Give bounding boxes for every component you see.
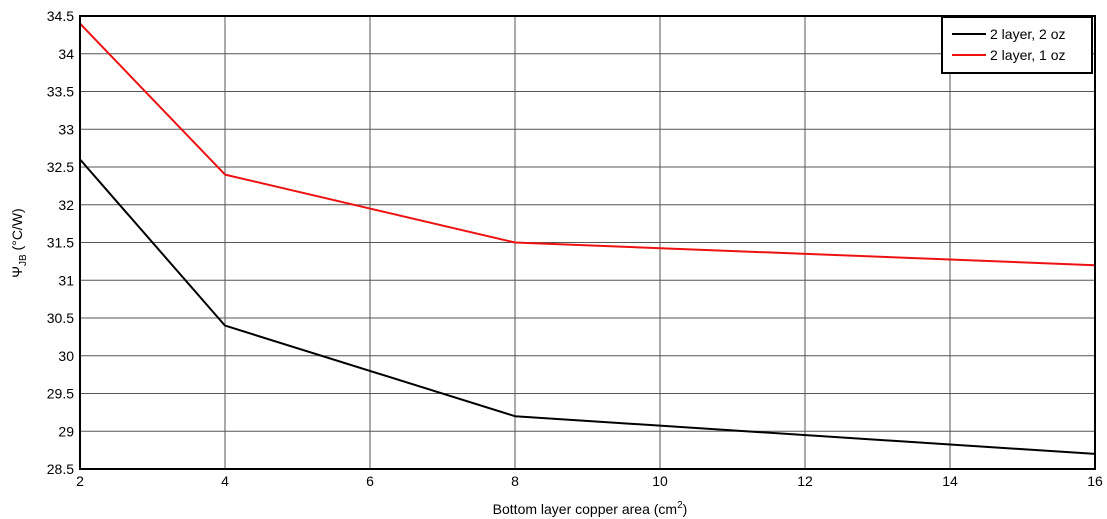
y-tick-label: 30	[58, 348, 74, 364]
y-tick-label: 31.5	[47, 235, 74, 251]
x-axis-ticks: 2 4 6 8 10 12 14 16	[76, 473, 1103, 489]
x-axis-title-main: Bottom layer copper area (cm	[493, 501, 677, 517]
x-tick-label: 14	[942, 473, 958, 489]
y-axis-title-sub: JB	[18, 254, 29, 266]
x-axis-title-end: )	[683, 501, 688, 517]
y-axis-title-end: (°C/W)	[9, 208, 25, 254]
y-tick-label: 28.5	[47, 461, 74, 477]
y-tick-label: 29.5	[47, 386, 74, 402]
y-tick-label: 33	[58, 121, 74, 137]
x-tick-label: 4	[221, 473, 229, 489]
gridlines	[79, 15, 1096, 470]
y-tick-label: 29	[58, 423, 74, 439]
y-tick-label: 34	[58, 46, 74, 62]
y-tick-label: 32.5	[47, 159, 74, 175]
y-tick-label: 30.5	[47, 310, 74, 326]
series-layer	[79, 22, 1096, 455]
y-axis-title: ΨJB (°C/W)	[9, 208, 29, 277]
x-tick-label: 2	[76, 473, 84, 489]
y-tick-label: 32	[58, 197, 74, 213]
y-axis-title-main: Ψ	[9, 266, 25, 278]
x-tick-label: 6	[366, 473, 374, 489]
legend-label-2-layer-1-oz: 2 layer, 1 oz	[990, 47, 1066, 63]
x-axis-title-sup: 2	[677, 500, 683, 511]
plot-frame	[79, 15, 1096, 470]
legend: 2 layer, 2 oz 2 layer, 1 oz	[941, 16, 1093, 74]
y-tick-label: 34.5	[47, 8, 74, 24]
y-axis-ticks: 34.5 34 33.5 33 32.5 32 31.5 31 30.5 30 29.5 29 28.5	[47, 8, 74, 477]
legend-box	[941, 16, 1093, 74]
x-axis-title: Bottom layer copper area (cm2)	[493, 500, 688, 517]
x-tick-label: 8	[511, 473, 519, 489]
y-tick-label: 31	[58, 272, 74, 288]
y-tick-label: 33.5	[47, 84, 74, 100]
legend-label-2-layer-2-oz: 2 layer, 2 oz	[990, 26, 1066, 42]
series-line-2-layer-2-oz	[79, 158, 1096, 455]
x-tick-label: 10	[652, 473, 668, 489]
x-tick-label: 16	[1087, 473, 1103, 489]
x-tick-label: 12	[797, 473, 813, 489]
series-line-2-layer-1-oz	[79, 22, 1096, 267]
